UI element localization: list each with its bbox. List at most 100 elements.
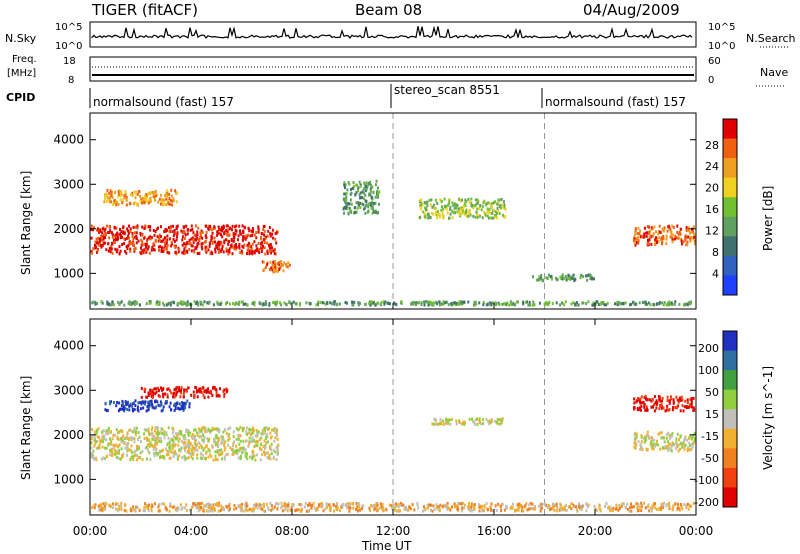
power-cell bbox=[253, 240, 256, 244]
power-cell bbox=[288, 263, 291, 267]
power-cell bbox=[606, 301, 609, 305]
power-cell bbox=[428, 301, 430, 305]
power-cell bbox=[255, 231, 258, 234]
power-cell bbox=[491, 216, 494, 220]
velocity-cell bbox=[120, 429, 123, 432]
power-cell bbox=[298, 303, 301, 307]
velocity-cell bbox=[356, 505, 359, 509]
power-cell bbox=[686, 240, 689, 244]
power-cell bbox=[158, 233, 161, 237]
power-cell bbox=[412, 302, 415, 306]
velocity-cell bbox=[252, 503, 255, 507]
power-cell bbox=[680, 239, 683, 243]
velocity-cell bbox=[310, 506, 313, 510]
velocity-cell bbox=[668, 501, 671, 505]
power-cell bbox=[657, 239, 660, 243]
power-cell bbox=[257, 230, 260, 234]
velocity-cell bbox=[178, 437, 181, 441]
velocity-cell bbox=[284, 506, 287, 510]
velocity-cell bbox=[215, 427, 218, 431]
velocity-cell bbox=[442, 504, 445, 508]
power-cell bbox=[370, 203, 373, 207]
velocity-cell bbox=[180, 388, 182, 392]
power-cell bbox=[147, 201, 150, 205]
velocity-cell bbox=[409, 507, 412, 511]
power-cell bbox=[256, 249, 259, 253]
velocity-cell bbox=[165, 433, 168, 437]
power-cell bbox=[369, 187, 372, 191]
velocity-cell bbox=[174, 449, 176, 453]
power-cell bbox=[441, 205, 443, 209]
velocity-cell bbox=[407, 508, 410, 512]
freq-label-line2: [MHz] bbox=[7, 68, 36, 79]
power-cell bbox=[442, 207, 445, 211]
power-cell bbox=[253, 251, 256, 255]
power-cell bbox=[223, 232, 226, 236]
power-cell bbox=[678, 230, 681, 234]
power-cell bbox=[692, 230, 695, 234]
radar-title: TIGER (fitACF) bbox=[91, 1, 198, 19]
power-cell bbox=[109, 229, 112, 233]
velocity-cell bbox=[691, 405, 693, 409]
velocity-cell bbox=[147, 394, 150, 397]
velocity-cell bbox=[173, 402, 176, 406]
velocity-cell bbox=[655, 406, 658, 410]
power-cell bbox=[217, 240, 220, 244]
velocity-cell bbox=[136, 445, 139, 449]
velocity-cell bbox=[194, 503, 197, 507]
power-cell bbox=[488, 208, 491, 212]
power-cell bbox=[107, 249, 110, 253]
velocity-cell bbox=[149, 388, 152, 392]
velocity-cell bbox=[164, 401, 167, 405]
power-cell bbox=[285, 264, 288, 268]
velocity-cell bbox=[159, 400, 162, 404]
power-cell bbox=[175, 238, 178, 242]
power-cell bbox=[108, 246, 111, 250]
power-cell bbox=[215, 245, 218, 249]
power-cell bbox=[540, 274, 543, 277]
velocity-cell bbox=[233, 440, 235, 444]
velocity-cell bbox=[196, 431, 199, 435]
velocity-cell bbox=[684, 399, 687, 403]
power-cell bbox=[282, 269, 285, 273]
velocity-cell bbox=[116, 444, 119, 448]
power-cell bbox=[210, 235, 213, 239]
velocity-cell bbox=[639, 399, 641, 403]
velocity-cell bbox=[162, 455, 164, 458]
power-cell bbox=[473, 303, 475, 307]
velocity-cell bbox=[232, 452, 235, 456]
power-cell bbox=[132, 225, 135, 229]
power-cell bbox=[143, 236, 146, 240]
velocity-cell bbox=[100, 457, 103, 461]
velocity-cell bbox=[264, 509, 266, 513]
power-cell bbox=[113, 199, 116, 203]
velocity-cell bbox=[196, 395, 199, 399]
velocity-cell bbox=[463, 506, 466, 510]
power-cell bbox=[455, 205, 457, 209]
power-cell bbox=[216, 300, 219, 304]
power-cell bbox=[116, 231, 119, 235]
power-cell bbox=[111, 302, 114, 306]
velocity-cell bbox=[144, 509, 146, 513]
power-cell bbox=[370, 183, 372, 187]
power-cell bbox=[350, 187, 352, 191]
velocity-cell bbox=[539, 505, 542, 509]
power-cell bbox=[692, 225, 695, 229]
velocity-cell bbox=[208, 429, 211, 433]
power-cell bbox=[108, 231, 111, 234]
velocity-cell bbox=[640, 395, 643, 399]
power-cell bbox=[91, 251, 93, 255]
power-cell bbox=[467, 197, 470, 201]
power-cell bbox=[263, 246, 266, 250]
power-cell bbox=[109, 200, 112, 204]
velocity-cell bbox=[226, 389, 229, 393]
velocity-cell bbox=[248, 431, 251, 435]
power-cell bbox=[226, 239, 229, 243]
power-cell bbox=[215, 243, 218, 247]
velocity-cell bbox=[642, 400, 645, 404]
velocity-cell bbox=[255, 453, 258, 457]
velocity-cell bbox=[223, 388, 226, 392]
velocity-cell bbox=[653, 438, 656, 442]
velocity-cell bbox=[120, 457, 123, 461]
velocity-cell bbox=[271, 428, 273, 432]
